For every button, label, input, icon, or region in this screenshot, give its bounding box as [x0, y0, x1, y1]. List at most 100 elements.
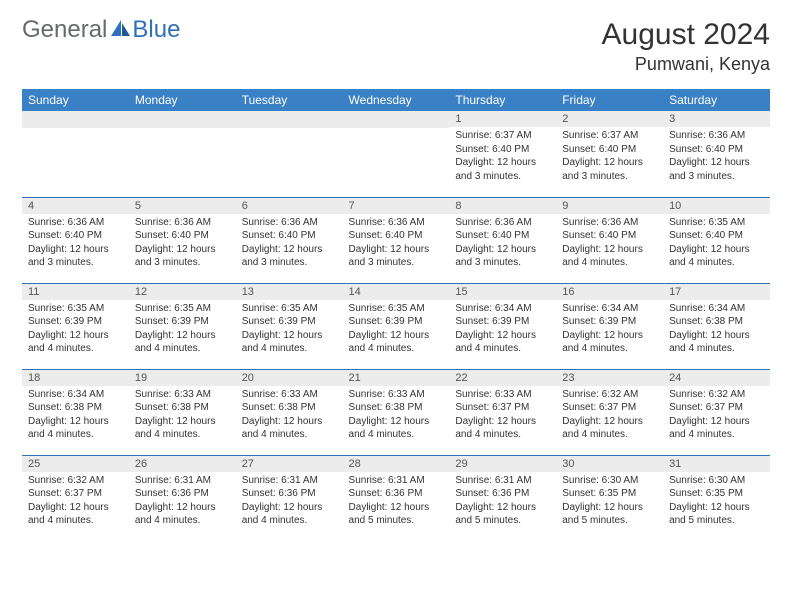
day-number: 6	[236, 198, 343, 214]
day-line: Sunset: 6:37 PM	[669, 401, 764, 415]
day-body: Sunrise: 6:33 AMSunset: 6:38 PMDaylight:…	[129, 386, 236, 446]
day-number: 12	[129, 284, 236, 300]
day-line: Daylight: 12 hours and 5 minutes.	[349, 501, 444, 528]
day-line: Sunrise: 6:36 AM	[28, 216, 123, 230]
day-number: 26	[129, 456, 236, 472]
day-body: Sunrise: 6:35 AMSunset: 6:39 PMDaylight:…	[129, 300, 236, 360]
day-line: Sunrise: 6:30 AM	[562, 474, 657, 488]
day-line: Sunrise: 6:36 AM	[669, 129, 764, 143]
day-number: 18	[22, 370, 129, 386]
day-body: Sunrise: 6:37 AMSunset: 6:40 PMDaylight:…	[556, 127, 663, 187]
day-line: Sunrise: 6:36 AM	[455, 216, 550, 230]
day-number: 28	[343, 456, 450, 472]
day-line: Sunset: 6:36 PM	[455, 487, 550, 501]
day-cell: 23Sunrise: 6:32 AMSunset: 6:37 PMDayligh…	[556, 369, 663, 455]
day-number: 1	[449, 111, 556, 127]
day-number: 25	[22, 456, 129, 472]
day-line: Daylight: 12 hours and 4 minutes.	[242, 415, 337, 442]
day-cell: 11Sunrise: 6:35 AMSunset: 6:39 PMDayligh…	[22, 283, 129, 369]
calendar-page: General Blue August 2024 Pumwani, Kenya …	[0, 0, 792, 559]
day-cell: 30Sunrise: 6:30 AMSunset: 6:35 PMDayligh…	[556, 455, 663, 541]
day-cell: 27Sunrise: 6:31 AMSunset: 6:36 PMDayligh…	[236, 455, 343, 541]
day-body: Sunrise: 6:32 AMSunset: 6:37 PMDaylight:…	[663, 386, 770, 446]
day-body	[22, 128, 129, 134]
day-line: Sunset: 6:38 PM	[135, 401, 230, 415]
day-line: Sunrise: 6:31 AM	[455, 474, 550, 488]
day-body: Sunrise: 6:36 AMSunset: 6:40 PMDaylight:…	[556, 214, 663, 274]
day-cell: 21Sunrise: 6:33 AMSunset: 6:38 PMDayligh…	[343, 369, 450, 455]
day-line: Sunset: 6:36 PM	[242, 487, 337, 501]
day-cell: 8Sunrise: 6:36 AMSunset: 6:40 PMDaylight…	[449, 197, 556, 283]
day-line: Sunrise: 6:36 AM	[349, 216, 444, 230]
day-cell	[22, 111, 129, 197]
day-line: Daylight: 12 hours and 3 minutes.	[135, 243, 230, 270]
day-line: Sunset: 6:38 PM	[242, 401, 337, 415]
day-body: Sunrise: 6:33 AMSunset: 6:38 PMDaylight:…	[236, 386, 343, 446]
day-body: Sunrise: 6:36 AMSunset: 6:40 PMDaylight:…	[129, 214, 236, 274]
col-sunday: Sunday	[22, 89, 129, 111]
day-body: Sunrise: 6:37 AMSunset: 6:40 PMDaylight:…	[449, 127, 556, 187]
day-number: 5	[129, 198, 236, 214]
day-cell: 10Sunrise: 6:35 AMSunset: 6:40 PMDayligh…	[663, 197, 770, 283]
day-body	[343, 128, 450, 134]
day-line: Sunset: 6:39 PM	[242, 315, 337, 329]
day-cell: 15Sunrise: 6:34 AMSunset: 6:39 PMDayligh…	[449, 283, 556, 369]
day-line: Daylight: 12 hours and 4 minutes.	[562, 415, 657, 442]
day-line: Daylight: 12 hours and 4 minutes.	[669, 243, 764, 270]
day-body: Sunrise: 6:36 AMSunset: 6:40 PMDaylight:…	[343, 214, 450, 274]
day-body: Sunrise: 6:30 AMSunset: 6:35 PMDaylight:…	[556, 472, 663, 532]
day-line: Sunrise: 6:37 AM	[455, 129, 550, 143]
day-line: Sunrise: 6:32 AM	[562, 388, 657, 402]
day-body	[236, 128, 343, 134]
day-line: Sunset: 6:40 PM	[562, 143, 657, 157]
day-body: Sunrise: 6:31 AMSunset: 6:36 PMDaylight:…	[236, 472, 343, 532]
day-body: Sunrise: 6:32 AMSunset: 6:37 PMDaylight:…	[22, 472, 129, 532]
week-row: 4Sunrise: 6:36 AMSunset: 6:40 PMDaylight…	[22, 197, 770, 283]
day-line: Daylight: 12 hours and 4 minutes.	[242, 329, 337, 356]
day-line: Sunrise: 6:35 AM	[669, 216, 764, 230]
day-body: Sunrise: 6:36 AMSunset: 6:40 PMDaylight:…	[449, 214, 556, 274]
day-number: 30	[556, 456, 663, 472]
sail-icon	[110, 19, 132, 42]
day-line: Sunrise: 6:32 AM	[669, 388, 764, 402]
day-cell: 31Sunrise: 6:30 AMSunset: 6:35 PMDayligh…	[663, 455, 770, 541]
day-line: Sunrise: 6:35 AM	[242, 302, 337, 316]
day-line: Sunrise: 6:31 AM	[349, 474, 444, 488]
col-thursday: Thursday	[449, 89, 556, 111]
calendar-table: Sunday Monday Tuesday Wednesday Thursday…	[22, 89, 770, 541]
day-line: Daylight: 12 hours and 4 minutes.	[28, 415, 123, 442]
day-body: Sunrise: 6:33 AMSunset: 6:38 PMDaylight:…	[343, 386, 450, 446]
day-line: Sunset: 6:40 PM	[455, 143, 550, 157]
day-line: Sunset: 6:39 PM	[135, 315, 230, 329]
day-number: 10	[663, 198, 770, 214]
col-friday: Friday	[556, 89, 663, 111]
day-number	[343, 111, 450, 128]
day-line: Sunrise: 6:35 AM	[135, 302, 230, 316]
day-body: Sunrise: 6:35 AMSunset: 6:39 PMDaylight:…	[22, 300, 129, 360]
day-line: Sunrise: 6:34 AM	[28, 388, 123, 402]
day-cell: 14Sunrise: 6:35 AMSunset: 6:39 PMDayligh…	[343, 283, 450, 369]
day-line: Daylight: 12 hours and 4 minutes.	[669, 415, 764, 442]
location: Pumwani, Kenya	[602, 54, 770, 75]
logo-blue-group: Blue	[109, 18, 180, 42]
week-row: 25Sunrise: 6:32 AMSunset: 6:37 PMDayligh…	[22, 455, 770, 541]
day-cell: 4Sunrise: 6:36 AMSunset: 6:40 PMDaylight…	[22, 197, 129, 283]
day-line: Sunset: 6:40 PM	[28, 229, 123, 243]
day-line: Daylight: 12 hours and 4 minutes.	[349, 415, 444, 442]
day-body: Sunrise: 6:34 AMSunset: 6:39 PMDaylight:…	[556, 300, 663, 360]
day-cell: 28Sunrise: 6:31 AMSunset: 6:36 PMDayligh…	[343, 455, 450, 541]
day-cell: 29Sunrise: 6:31 AMSunset: 6:36 PMDayligh…	[449, 455, 556, 541]
day-number: 4	[22, 198, 129, 214]
day-line: Sunset: 6:37 PM	[562, 401, 657, 415]
day-line: Sunrise: 6:36 AM	[562, 216, 657, 230]
day-number: 7	[343, 198, 450, 214]
day-line: Sunset: 6:40 PM	[455, 229, 550, 243]
day-body: Sunrise: 6:31 AMSunset: 6:36 PMDaylight:…	[343, 472, 450, 532]
day-line: Daylight: 12 hours and 4 minutes.	[135, 329, 230, 356]
day-line: Sunrise: 6:33 AM	[242, 388, 337, 402]
day-number: 16	[556, 284, 663, 300]
day-number	[236, 111, 343, 128]
day-line: Sunrise: 6:30 AM	[669, 474, 764, 488]
day-number: 2	[556, 111, 663, 127]
day-line: Sunrise: 6:35 AM	[28, 302, 123, 316]
